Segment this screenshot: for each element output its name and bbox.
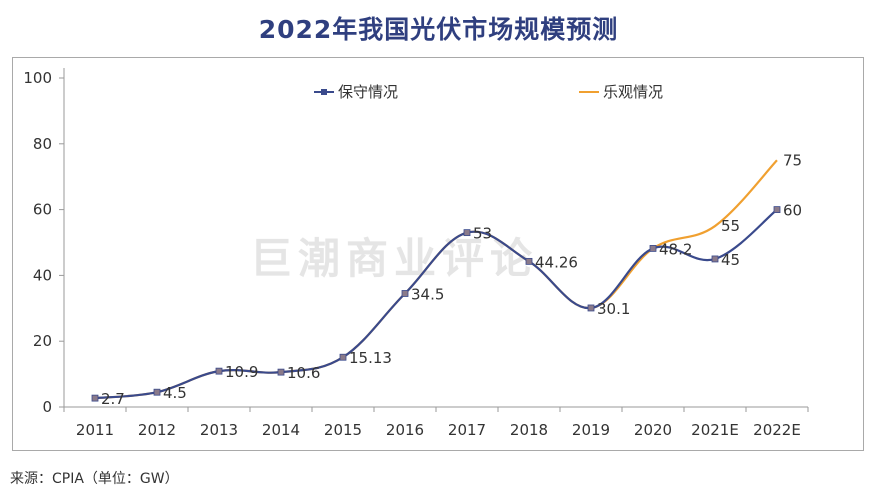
y-tick-label: 80 [33, 135, 52, 153]
x-tick-label: 2019 [572, 421, 610, 439]
data-label-conservative: 30.1 [597, 300, 630, 318]
data-point-conservative [401, 290, 409, 297]
data-label-conservative: 10.9 [225, 363, 258, 381]
x-tick-label: 2022E [753, 421, 801, 439]
data-label-conservative: 53 [473, 225, 492, 243]
y-tick-label: 0 [42, 398, 52, 416]
data-point-conservative [463, 229, 471, 237]
legend-label-conservative: 保守情况 [338, 83, 398, 101]
x-tick-label: 2018 [510, 421, 548, 439]
x-tick-label: 2020 [634, 421, 672, 439]
data-point-conservative [91, 394, 99, 402]
data-label-conservative: 2.7 [101, 390, 125, 408]
y-tick-label: 100 [23, 69, 52, 87]
data-point-conservative [711, 255, 719, 263]
x-tick-label: 2011 [76, 421, 114, 439]
data-point-conservative [773, 206, 781, 214]
y-tick-label: 20 [33, 332, 52, 350]
x-tick-label: 2015 [324, 421, 362, 439]
data-label-optimistic: 55 [721, 217, 740, 235]
y-tick-label: 60 [33, 201, 52, 219]
data-point-conservative [587, 304, 595, 312]
x-tick-label: 2016 [386, 421, 424, 439]
data-label-conservative: 34.5 [411, 285, 444, 303]
x-tick-label: 2013 [200, 421, 238, 439]
data-label-conservative: 48.2 [659, 240, 692, 258]
series-line-conservative [94, 208, 778, 400]
legend-marker-conservative [321, 89, 327, 95]
data-point-conservative [339, 353, 347, 361]
data-label-conservative: 4.5 [163, 384, 187, 402]
x-tick-label: 2017 [448, 421, 486, 439]
data-label-conservative: 15.13 [349, 349, 392, 367]
legend-label-optimistic: 乐观情况 [603, 83, 663, 101]
source-note: 来源：CPIA（单位：GW） [10, 471, 179, 487]
data-point-conservative [215, 367, 223, 375]
y-tick-label: 40 [33, 266, 52, 284]
data-label-optimistic: 75 [783, 151, 802, 169]
data-point-conservative [649, 245, 657, 252]
data-point-conservative [277, 368, 285, 376]
watermark: 巨潮商业评论 [250, 234, 539, 283]
data-label-conservative: 10.6 [287, 364, 320, 382]
data-label-conservative: 60 [783, 202, 802, 220]
series-line-optimistic [94, 159, 778, 400]
chart-title: 2022年我国光伏市场规模预测 [258, 15, 619, 44]
x-tick-label: 2012 [138, 421, 176, 439]
data-label-conservative: 44.26 [535, 253, 578, 271]
chart-frame [12, 57, 864, 451]
x-tick-label: 2021E [691, 421, 739, 439]
data-point-conservative [153, 388, 161, 396]
data-label-conservative: 45 [721, 251, 740, 269]
data-point-conservative [525, 257, 533, 265]
x-tick-label: 2014 [262, 421, 300, 439]
